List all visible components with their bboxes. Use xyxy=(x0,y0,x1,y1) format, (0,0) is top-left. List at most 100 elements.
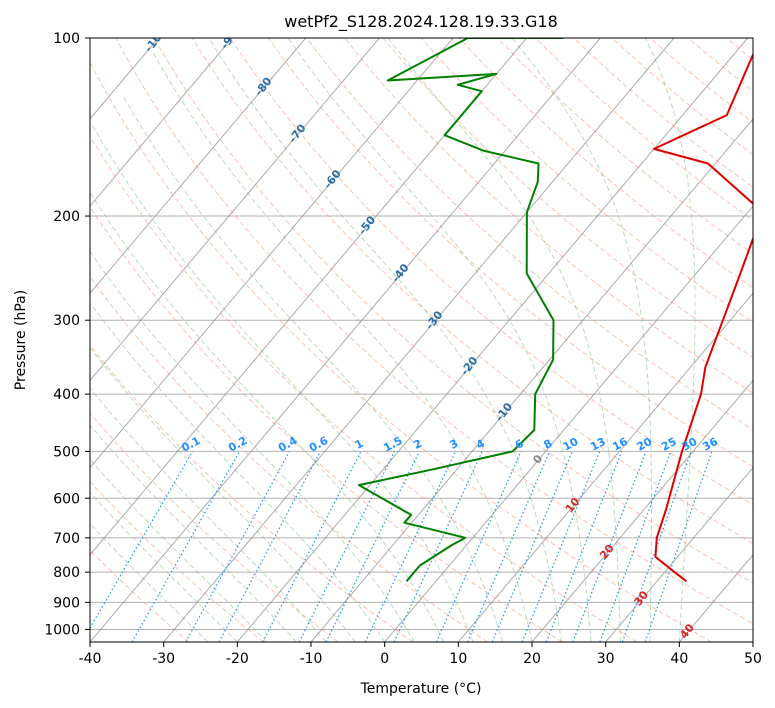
dry-adiabat-line xyxy=(90,412,339,642)
isotherm-gridline xyxy=(0,38,11,642)
mixing-ratio-label: 13 xyxy=(588,435,608,454)
moist-adiabat-line xyxy=(90,424,297,642)
moist-adiabat-line xyxy=(91,124,474,642)
mixing-ratio-label: 8 xyxy=(542,437,555,452)
moist-adiabat-line xyxy=(90,191,445,642)
isotherm-gridline xyxy=(90,38,307,295)
dry-adiabat-line xyxy=(191,38,753,544)
dry-adiabat-line xyxy=(153,38,753,584)
moist-adiabat-line xyxy=(151,50,533,642)
x-tick-label: 0 xyxy=(380,651,389,667)
dry-adiabat-line xyxy=(229,38,753,506)
plot-frame xyxy=(89,37,754,643)
mixing-ratio-line xyxy=(90,451,194,630)
isotherm-gridline xyxy=(605,466,753,642)
mixing-ratio-line xyxy=(262,451,362,642)
y-tick-label: 100 xyxy=(53,31,80,47)
isotherm-gridline xyxy=(236,38,749,642)
y-tick-label: 700 xyxy=(53,531,80,547)
mixing-ratio-label: 16 xyxy=(610,435,630,454)
mixing-ratio-line xyxy=(435,451,522,642)
dry-adiabat-line xyxy=(115,38,753,625)
isotherm-gridline xyxy=(90,38,380,382)
dry-adiabat-line xyxy=(726,38,753,61)
mixing-ratio-label: 3 xyxy=(448,437,461,452)
moist-adiabat-line xyxy=(645,38,696,642)
mixing-ratio-line xyxy=(491,451,573,642)
x-tick-label: -30 xyxy=(152,651,175,667)
x-tick-label: 20 xyxy=(523,651,541,667)
x-tick-label: 30 xyxy=(597,651,615,667)
moist-adiabat-line xyxy=(387,38,621,642)
x-tick-label: -10 xyxy=(300,651,323,667)
moist-adiabat-line xyxy=(90,458,268,642)
y-tick-label: 400 xyxy=(53,387,80,403)
dry-adiabat-line xyxy=(90,61,712,642)
isotherm-label: -100 xyxy=(142,25,169,55)
moist-adiabat-line xyxy=(287,38,592,642)
moist-adiabat-line xyxy=(90,250,415,642)
y-tick-label: 800 xyxy=(53,565,80,581)
moist-adiabat-line xyxy=(208,38,562,642)
mixing-ratio-line xyxy=(599,451,672,642)
x-tick-label: -20 xyxy=(226,651,249,667)
mixing-ratio-label: 36 xyxy=(700,435,720,454)
y-tick-label: 300 xyxy=(53,313,80,329)
dry-adiabat-line xyxy=(497,38,753,255)
isotherm-gridline xyxy=(752,641,753,642)
dry-adiabat-line xyxy=(458,38,753,289)
y-tick-label: 600 xyxy=(53,491,80,507)
isotherm-gridline xyxy=(310,118,753,642)
mixing-ratio-line xyxy=(218,451,321,642)
mixing-ratio-label: 30 xyxy=(680,435,700,454)
series-group xyxy=(357,38,753,583)
dry-adiabat-line xyxy=(382,38,753,359)
y-tick-label: 1000 xyxy=(44,622,80,638)
y-tick-label: 200 xyxy=(53,209,80,225)
isotherm-gridline xyxy=(457,292,753,642)
isotherm-gridline xyxy=(90,38,233,207)
moist-adiabat-line xyxy=(90,522,209,642)
x-tick-label: -40 xyxy=(79,651,102,667)
dry-adiabat-line xyxy=(90,275,488,642)
isotherm-gridline xyxy=(163,38,675,642)
moist-adiabat-line xyxy=(90,491,238,642)
axis-ticks-group: -40 -30 -20 -10 0 10 20 30 40 50 100 200 300 400 500 60… xyxy=(44,31,762,667)
y-tick-label: 900 xyxy=(53,595,80,611)
chart-title: wetPf2_S128.2024.128.19.33.G18 xyxy=(284,12,558,32)
x-tick-label: 10 xyxy=(449,651,467,667)
moist-adiabat-line xyxy=(90,301,386,642)
line-labels-group: 0.1 0.2 0.4 0.6 1 1.5 2 3 4 6 8 10 13 16 20 25 30 36-100-… xyxy=(142,25,720,641)
dry-adiabat-line xyxy=(687,38,753,92)
mixing-ratio-label: 2 xyxy=(411,437,424,452)
y-axis-label: Pressure (hPa) xyxy=(13,290,29,390)
temperature-profile-line xyxy=(653,52,753,583)
mixing-ratio-line xyxy=(466,451,551,642)
mixing-ratio-line xyxy=(393,451,483,642)
dry-adiabat-line xyxy=(611,38,753,156)
dry-adiabat-line xyxy=(535,38,753,221)
x-tick-label: 40 xyxy=(670,651,688,667)
isotherm-gridline xyxy=(531,379,753,642)
moist-adiabat-line xyxy=(90,346,356,642)
dry-adiabat-line xyxy=(649,38,753,124)
x-axis-label: Temperature (°C) xyxy=(360,681,482,697)
mixing-ratio-label: 4 xyxy=(474,437,487,452)
mixing-ratio-label: 10 xyxy=(561,435,581,454)
mixing-ratio-line xyxy=(131,451,240,642)
dry-adiabat-line xyxy=(90,344,414,642)
dry-adiabat-line xyxy=(344,38,753,394)
moist-adiabat-line xyxy=(122,95,503,642)
mixing-ratio-line xyxy=(364,451,457,642)
y-tick-label: 500 xyxy=(53,444,80,460)
isotherm-gridline xyxy=(90,38,601,642)
dry-adiabat-line xyxy=(306,38,753,431)
x-tick-label: 50 xyxy=(744,651,762,667)
mixing-ratio-line xyxy=(325,451,420,642)
plot-area xyxy=(0,38,753,642)
mixing-ratio-label: 20 xyxy=(635,435,655,454)
mixing-ratio-label: 25 xyxy=(659,435,679,454)
isotherm-gridline xyxy=(384,205,753,642)
moist-adiabat-line xyxy=(90,387,327,642)
dry-adiabat-line xyxy=(90,206,563,642)
